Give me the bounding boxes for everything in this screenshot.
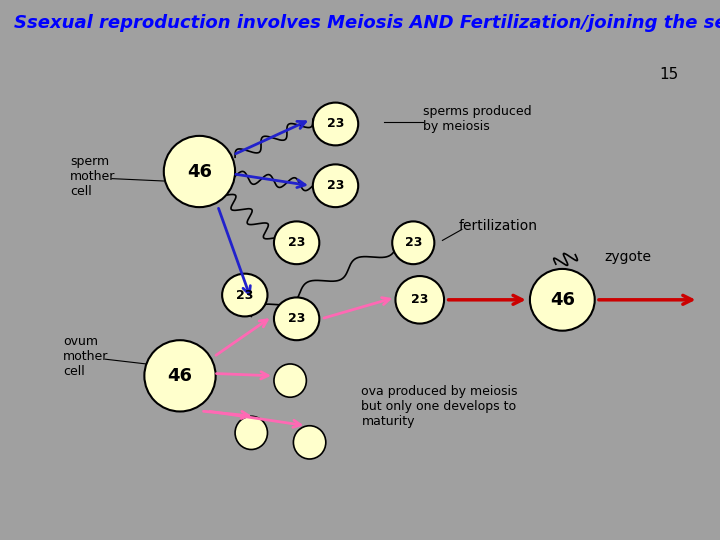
- Ellipse shape: [392, 221, 434, 264]
- Ellipse shape: [312, 164, 359, 207]
- Text: zygote: zygote: [604, 250, 652, 264]
- Text: fertilization: fertilization: [459, 219, 538, 233]
- Text: ovum
mother
cell: ovum mother cell: [63, 335, 109, 379]
- Ellipse shape: [145, 340, 216, 411]
- Ellipse shape: [274, 298, 320, 340]
- Text: 15: 15: [660, 67, 679, 82]
- Text: 46: 46: [550, 291, 575, 309]
- Ellipse shape: [274, 364, 306, 397]
- Ellipse shape: [294, 426, 325, 459]
- Ellipse shape: [164, 136, 235, 207]
- Text: 23: 23: [405, 237, 422, 249]
- Text: 23: 23: [288, 312, 305, 325]
- Text: sperms produced
by meiosis: sperms produced by meiosis: [423, 105, 531, 133]
- Ellipse shape: [235, 416, 268, 449]
- Ellipse shape: [312, 103, 359, 145]
- Ellipse shape: [274, 221, 320, 264]
- Text: 46: 46: [168, 367, 192, 385]
- Text: 23: 23: [327, 118, 344, 131]
- Text: 23: 23: [411, 293, 428, 306]
- Text: ova produced by meiosis
but only one develops to
maturity: ova produced by meiosis but only one dev…: [361, 386, 518, 428]
- Text: sperm
mother
cell: sperm mother cell: [70, 155, 115, 198]
- Ellipse shape: [530, 269, 595, 330]
- Ellipse shape: [222, 274, 268, 316]
- Ellipse shape: [395, 276, 444, 323]
- Text: 23: 23: [236, 288, 253, 301]
- Text: Ssexual reproduction involves Meiosis AND Fertilization/joining the sex cells-: Ssexual reproduction involves Meiosis AN…: [14, 14, 720, 31]
- Text: 23: 23: [288, 237, 305, 249]
- Text: 23: 23: [327, 179, 344, 192]
- Text: 46: 46: [187, 163, 212, 180]
